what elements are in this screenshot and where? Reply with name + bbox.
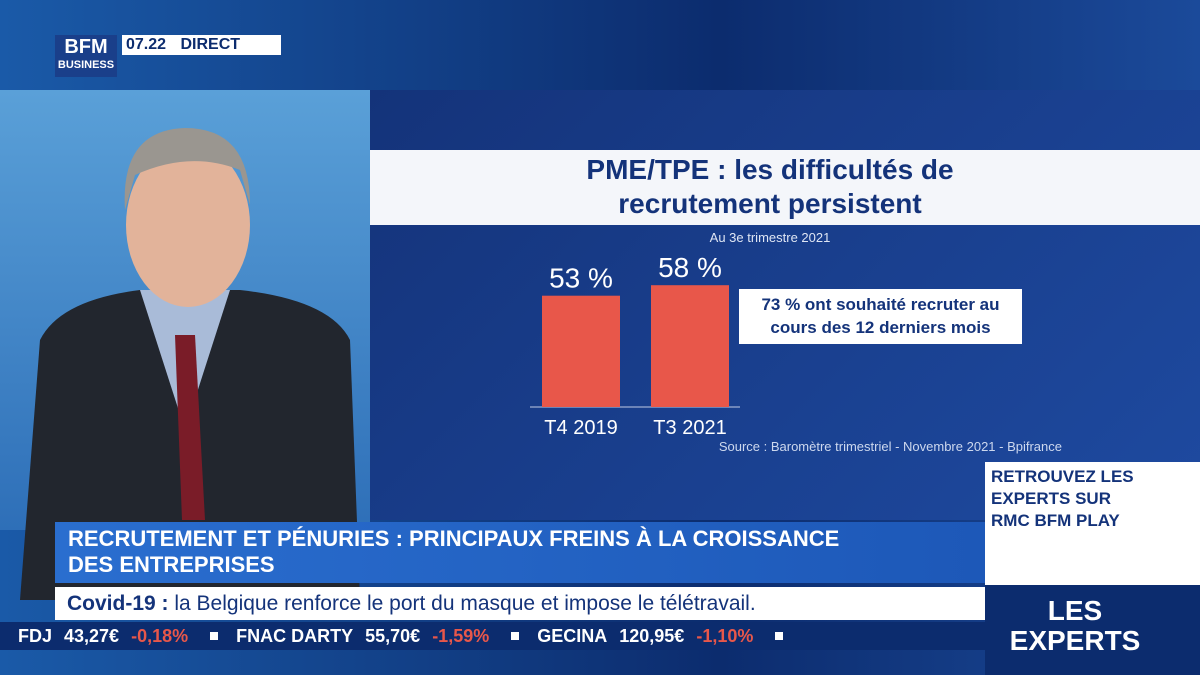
bar <box>542 295 620 407</box>
bar <box>651 285 729 407</box>
stock-bar: FDJ 43,27€ -0,18% FNAC DARTY 55,70€ -1,59% GEC… <box>0 622 985 650</box>
clock-box: 07.22 DIRECT <box>122 35 281 55</box>
title-box <box>370 150 1200 225</box>
show-box <box>985 585 1200 675</box>
logo: BFM BUSINESS <box>55 35 117 77</box>
promo-text: RETROUVEZ LES EXPERTS SUR RMC BFM PLAY <box>991 467 1134 530</box>
annotation: 73 % ont souhaité recruter au cours des … <box>739 289 1022 344</box>
time: 07.22 <box>126 36 167 53</box>
stock-price: 120,95€ <box>619 626 685 646</box>
chart-panel: PME/TPE : les difficultés de recrutement… <box>370 90 1200 520</box>
chart-subtitle: Au 3e trimestre 2021 <box>709 230 831 245</box>
separator <box>511 632 520 640</box>
x-tick-label: T3 2021 <box>653 417 726 439</box>
headline: RECRUTEMENT ET PÉNURIES : PRINCIPAUX FRE… <box>68 526 840 577</box>
stock-price: 55,70€ <box>365 626 421 646</box>
stock-name: FDJ <box>18 626 53 646</box>
x-tick-label: T4 2019 <box>544 417 617 439</box>
stock-change: -1,10% <box>696 626 754 646</box>
stock-change: -1,59% <box>432 626 490 646</box>
stock-price: 43,27€ <box>64 626 120 646</box>
source: Source : Baromètre trimestriel - Novembr… <box>718 439 1062 454</box>
stock-change: -0,18% <box>131 626 189 646</box>
chart-title: PME/TPE : les difficultés de recrutement… <box>586 154 954 219</box>
ticker-bar: Covid-19 : la Belgique renforce le port … <box>55 587 985 620</box>
show-name: LES EXPERTS <box>1009 595 1141 656</box>
promo-box: RETROUVEZ LES EXPERTS SUR RMC BFM PLAY <box>985 462 1200 585</box>
separator <box>775 632 784 640</box>
ticker-text: la Belgique renforce le port du masque e… <box>174 592 756 615</box>
separator <box>210 632 219 640</box>
value-label: 58 % <box>658 252 722 283</box>
bar-chart: 53 % T4 2019 58 % T3 2021 <box>530 252 740 439</box>
logo-bottom: BUSINESS <box>57 59 115 71</box>
presenter <box>20 128 360 600</box>
live: DIRECT <box>180 36 241 53</box>
stock-name: FNAC DARTY <box>236 626 354 646</box>
logo-top: BFM <box>64 36 108 58</box>
value-label: 53 % <box>549 263 613 294</box>
ticker-label: Covid-19 : <box>67 592 169 615</box>
stock-name: GECINA <box>537 626 608 646</box>
headline-bar <box>55 522 985 583</box>
